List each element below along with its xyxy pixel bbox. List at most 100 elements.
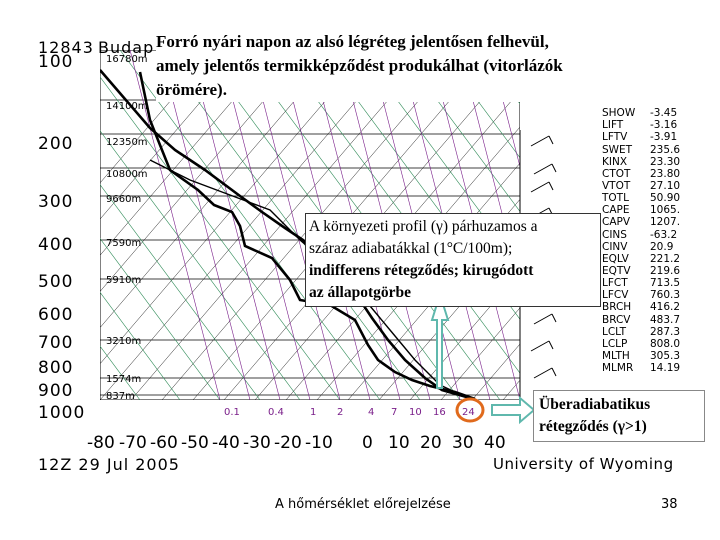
index-name: SWET <box>602 144 633 156</box>
index-value: 221.2 <box>650 253 681 265</box>
annotation-line: indifferens rétegződés; kirugódott <box>309 262 534 279</box>
wind-barb <box>530 135 550 147</box>
mixing-ratio-label: 0.1 <box>224 407 240 418</box>
isotherm-line <box>100 50 370 365</box>
height-label: 12350m <box>106 137 148 148</box>
annotation-environment-profile: A környezeti profil (γ) párhuzamos a szá… <box>305 213 601 307</box>
index-name: CAPV <box>602 216 631 228</box>
index-name: VTOT <box>602 180 631 192</box>
index-name: EQLV <box>602 253 629 265</box>
temperature-tick: 40 <box>484 433 506 453</box>
isotherm-line <box>409 271 520 400</box>
title-line: örömére). <box>156 80 227 99</box>
station-name: Budap <box>98 38 155 57</box>
index-value: 219.6 <box>650 265 681 277</box>
pressure-label: 600 <box>38 305 74 325</box>
height-label: 14100m <box>106 101 148 112</box>
isotherm-line <box>378 235 520 400</box>
mixing-ratio-label: 7 <box>391 407 398 418</box>
index-value: 305.3 <box>650 350 681 362</box>
page-number: 38 <box>661 497 678 512</box>
index-name: MLMR <box>602 362 634 374</box>
isotherm-line <box>100 50 308 292</box>
index-name: MLTH <box>602 350 630 362</box>
index-value: 50.90 <box>650 192 681 204</box>
mixing-ratio-label: 1 <box>310 407 317 418</box>
temperature-tick: -20 <box>274 433 302 453</box>
isotherm-line <box>100 50 339 329</box>
height-label: 5910m <box>106 275 142 286</box>
index-name: TOTL <box>602 192 629 204</box>
height-label: 9660m <box>106 194 142 205</box>
diagram-grid <box>100 50 520 400</box>
pressure-label: 900 <box>38 381 74 401</box>
moist-adiabat-line <box>219 50 311 400</box>
highlight-circle-icon <box>455 397 485 423</box>
index-value: 20.9 <box>650 241 674 253</box>
wind-barb <box>530 340 550 352</box>
index-value: -3.16 <box>650 119 678 131</box>
index-value: 23.80 <box>650 168 681 180</box>
temperature-tick: -60 <box>150 433 178 453</box>
index-name: CINV <box>602 241 628 253</box>
footer-caption: A hőmérséklet előrejelzése <box>275 497 451 512</box>
isotherm-line <box>100 50 277 256</box>
dry-adiabat-line <box>439 50 520 159</box>
isotherm-line <box>440 307 520 400</box>
index-value: 1207. <box>650 216 681 228</box>
index-name: BRCH <box>602 301 632 313</box>
index-value: 760.3 <box>650 289 681 301</box>
title-line: Forró nyári napon az alsó légréteg jelen… <box>156 32 549 51</box>
wind-barb-flag <box>548 135 554 145</box>
pressure-label: 400 <box>38 235 74 255</box>
index-value: 416.2 <box>650 301 681 313</box>
index-value: 1065. <box>650 204 681 216</box>
dry-adiabat-line <box>100 184 261 400</box>
index-name: LFTV <box>602 131 628 143</box>
index-value: 27.10 <box>650 180 681 192</box>
height-label: 1574m <box>106 374 142 385</box>
index-name: LCLP <box>602 338 628 350</box>
moist-adiabat-line <box>249 50 341 400</box>
temperature-tick: 30 <box>452 433 474 453</box>
dry-adiabat-line <box>119 50 381 400</box>
height-label: 837m <box>106 391 135 402</box>
moist-adiabat-line <box>489 50 520 168</box>
index-name: LFCV <box>602 289 629 301</box>
temperature-tick: -40 <box>212 433 240 453</box>
annotation-line: rétegződés (γ>1) <box>539 418 647 435</box>
index-name: LIFT <box>602 119 624 131</box>
wind-barb <box>533 163 553 175</box>
index-value: -63.2 <box>650 229 678 241</box>
annotation-superadiabatic: Überadiabatikus rétegződés (γ>1) <box>533 390 705 442</box>
index-name: KINX <box>602 156 628 168</box>
index-name: EQTV <box>602 265 631 277</box>
temperature-tick: -10 <box>305 433 333 453</box>
temperature-tick: 0 <box>362 433 373 453</box>
index-name: CAPE <box>602 204 630 216</box>
index-value: 23.30 <box>650 156 681 168</box>
index-value: 235.6 <box>650 144 681 156</box>
mixing-ratio-label: 2 <box>337 407 344 418</box>
wind-barb-flag <box>551 163 557 173</box>
mixing-ratio-label: 4 <box>368 407 375 418</box>
index-value: 14.19 <box>650 362 681 374</box>
mixing-ratio-label: 0.4 <box>268 407 284 418</box>
pressure-label: 1000 <box>38 403 86 423</box>
index-value: 713.5 <box>650 277 681 289</box>
dry-adiabat-line <box>159 50 421 400</box>
wind-barb <box>530 181 550 193</box>
temperature-tick: 20 <box>420 433 442 453</box>
temperature-tick: -80 <box>87 433 115 453</box>
height-label: 10800m <box>106 169 148 180</box>
wind-barb <box>533 367 553 379</box>
up-arrow-icon <box>430 303 450 389</box>
right-arrow-icon <box>491 395 536 425</box>
isotherm-line <box>100 50 215 184</box>
index-value: 287.3 <box>650 326 681 338</box>
station-id: 12843 <box>38 38 94 57</box>
wind-barb-flag <box>551 367 557 377</box>
annotation-line: A környezeti profil (γ) párhuzamos a <box>309 218 538 235</box>
title-line: amely jelentős termikképződést produkálh… <box>156 56 563 75</box>
moist-adiabat-line <box>159 50 251 400</box>
